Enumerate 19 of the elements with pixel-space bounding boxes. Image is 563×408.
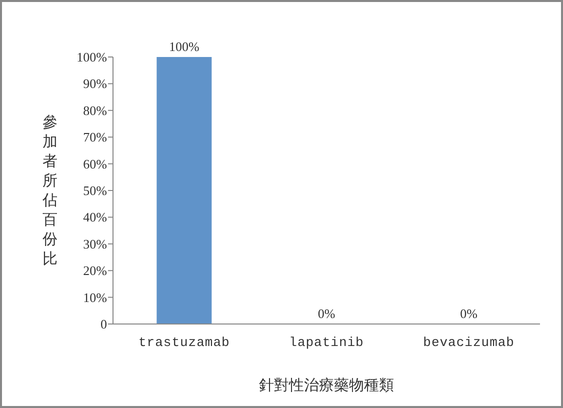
y-tick-label: 80% (83, 102, 108, 118)
x-axis-title: 針對性治療藥物種類 (259, 377, 394, 394)
data-label: 0% (318, 306, 336, 321)
y-tick-label: 10% (83, 290, 108, 305)
y-tick-label: 70% (83, 130, 108, 145)
y-axis-title: 參加者所佔百份比 (42, 114, 58, 268)
y-tick-label: 20% (83, 263, 108, 278)
data-label: 100% (168, 39, 200, 54)
x-tick-label: trastuzamab (138, 335, 230, 350)
x-tick-label: lapatinib (289, 335, 364, 350)
data-label: 0% (460, 306, 478, 321)
y-tick-label: 50% (83, 183, 108, 198)
y-tick-label: 100% (76, 50, 108, 64)
y-tick-label: 0 (100, 316, 107, 332)
y-tick-label: 60% (83, 156, 108, 172)
y-tick-label: 40% (83, 210, 108, 225)
y-tick-label: 90% (83, 76, 108, 92)
x-tick-label: bevacizumab (423, 335, 514, 350)
y-tick-label: 30% (83, 236, 108, 252)
